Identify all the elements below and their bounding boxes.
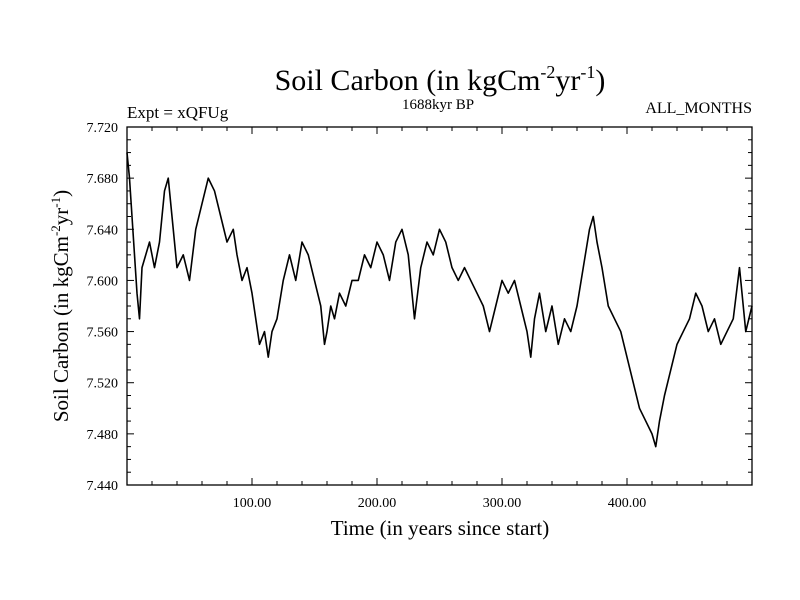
y-axis-title-end: )	[49, 190, 73, 197]
y-tick-labels: 7.440 7.480 7.520 7.560 7.600 7.640 7.680 7.720	[87, 121, 119, 494]
chart-title-superscript-1: -2	[540, 62, 555, 82]
y-axis-title-superscript-2: -1	[48, 197, 63, 208]
axis-ticks	[126, 126, 753, 486]
y-axis-title-mid: yr	[49, 208, 73, 226]
x-tick-label: 200.00	[358, 496, 397, 511]
months-label: ALL_MONTHS	[645, 100, 752, 117]
y-tick-label: 7.520	[87, 377, 119, 392]
x-tick-label: 300.00	[483, 496, 522, 511]
y-axis-title: Soil Carbon (in kgCm-2yr-1)	[48, 190, 73, 422]
chart-title-superscript-2: -1	[580, 62, 595, 82]
x-axis-title: Time (in years since start)	[331, 516, 550, 540]
y-tick-label: 7.640	[87, 223, 119, 238]
x-tick-label: 400.00	[608, 496, 647, 511]
y-tick-label: 7.480	[87, 428, 119, 443]
soil-carbon-series-line	[126, 152, 753, 448]
chart-title: Soil Carbon (in kgCm-2yr-1)	[275, 62, 606, 97]
y-tick-label: 7.600	[87, 274, 119, 289]
chart-title-mid: yr	[555, 64, 580, 97]
y-tick-label: 7.560	[87, 326, 119, 341]
y-axis-title-superscript-1: -2	[48, 225, 63, 236]
chart-title-text: Soil Carbon (in kgCm	[275, 64, 541, 97]
experiment-label: Expt = xQFUg	[127, 103, 229, 122]
y-tick-label: 7.440	[87, 479, 119, 494]
x-tick-label: 100.00	[233, 496, 272, 511]
chart-title-end: )	[595, 64, 605, 97]
x-tick-labels: 100.00 200.00 300.00 400.00	[233, 496, 647, 511]
y-tick-label: 7.720	[87, 121, 119, 136]
y-axis-title-text: Soil Carbon (in kgCm	[49, 236, 73, 422]
time-period-label: 1688kyr BP	[402, 97, 474, 113]
y-tick-label: 7.680	[87, 172, 119, 187]
